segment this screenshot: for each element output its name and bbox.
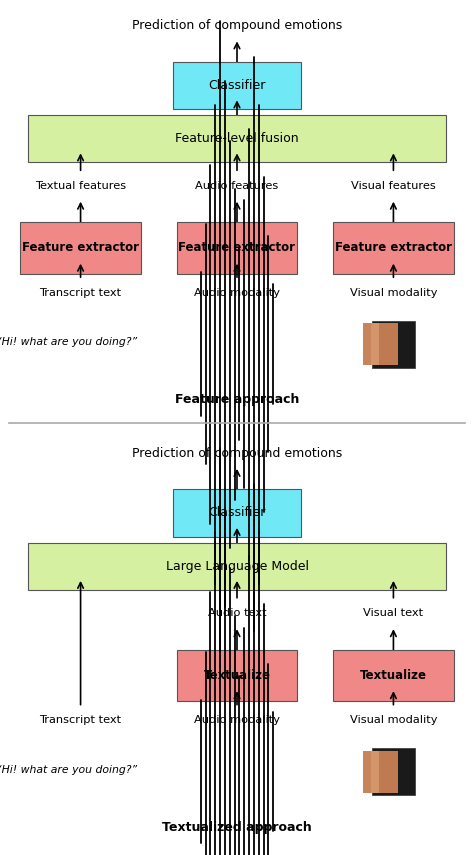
Text: Textualize: Textualize: [360, 669, 427, 682]
Text: Classifier: Classifier: [208, 79, 266, 92]
Text: Audio text: Audio text: [208, 609, 266, 618]
Text: “Hi! what are you doing?”: “Hi! what are you doing?”: [0, 764, 137, 775]
FancyBboxPatch shape: [372, 321, 415, 368]
FancyBboxPatch shape: [28, 543, 446, 590]
Text: Feature extractor: Feature extractor: [335, 241, 452, 255]
Text: Feature extractor: Feature extractor: [22, 241, 139, 255]
Text: Visual modality: Visual modality: [350, 716, 437, 725]
FancyBboxPatch shape: [173, 489, 301, 537]
Text: Feature approach: Feature approach: [175, 393, 299, 406]
Text: Transcript text: Transcript text: [39, 716, 122, 725]
Text: “Hi! what are you doing?”: “Hi! what are you doing?”: [0, 337, 137, 347]
Text: Prediction of compound emotions: Prediction of compound emotions: [132, 19, 342, 32]
Text: Audio modality: Audio modality: [194, 288, 280, 298]
FancyBboxPatch shape: [379, 323, 398, 365]
FancyBboxPatch shape: [176, 650, 298, 701]
FancyBboxPatch shape: [173, 62, 301, 109]
FancyBboxPatch shape: [372, 748, 415, 795]
FancyBboxPatch shape: [379, 751, 398, 793]
Text: Classifier: Classifier: [208, 506, 266, 520]
FancyBboxPatch shape: [371, 751, 390, 793]
Text: Prediction of compound emotions: Prediction of compound emotions: [132, 446, 342, 460]
Text: Visual modality: Visual modality: [350, 288, 437, 298]
Text: Audio modality: Audio modality: [194, 716, 280, 725]
FancyBboxPatch shape: [363, 323, 382, 365]
FancyBboxPatch shape: [363, 751, 382, 793]
Text: Textualize: Textualize: [203, 669, 271, 682]
Text: Visual text: Visual text: [364, 609, 423, 618]
Text: Visual features: Visual features: [351, 181, 436, 191]
Text: Textualized approach: Textualized approach: [162, 821, 312, 834]
FancyBboxPatch shape: [176, 222, 298, 274]
Text: Feature extractor: Feature extractor: [179, 241, 295, 255]
FancyBboxPatch shape: [371, 323, 390, 365]
Text: Textual features: Textual features: [35, 181, 126, 191]
FancyBboxPatch shape: [333, 222, 454, 274]
Text: Transcript text: Transcript text: [39, 288, 122, 298]
Text: Audio features: Audio features: [195, 181, 279, 191]
FancyBboxPatch shape: [333, 650, 454, 701]
FancyBboxPatch shape: [20, 222, 141, 274]
Text: Large Language Model: Large Language Model: [165, 560, 309, 573]
Text: Feature-level fusion: Feature-level fusion: [175, 133, 299, 145]
FancyBboxPatch shape: [28, 115, 446, 162]
